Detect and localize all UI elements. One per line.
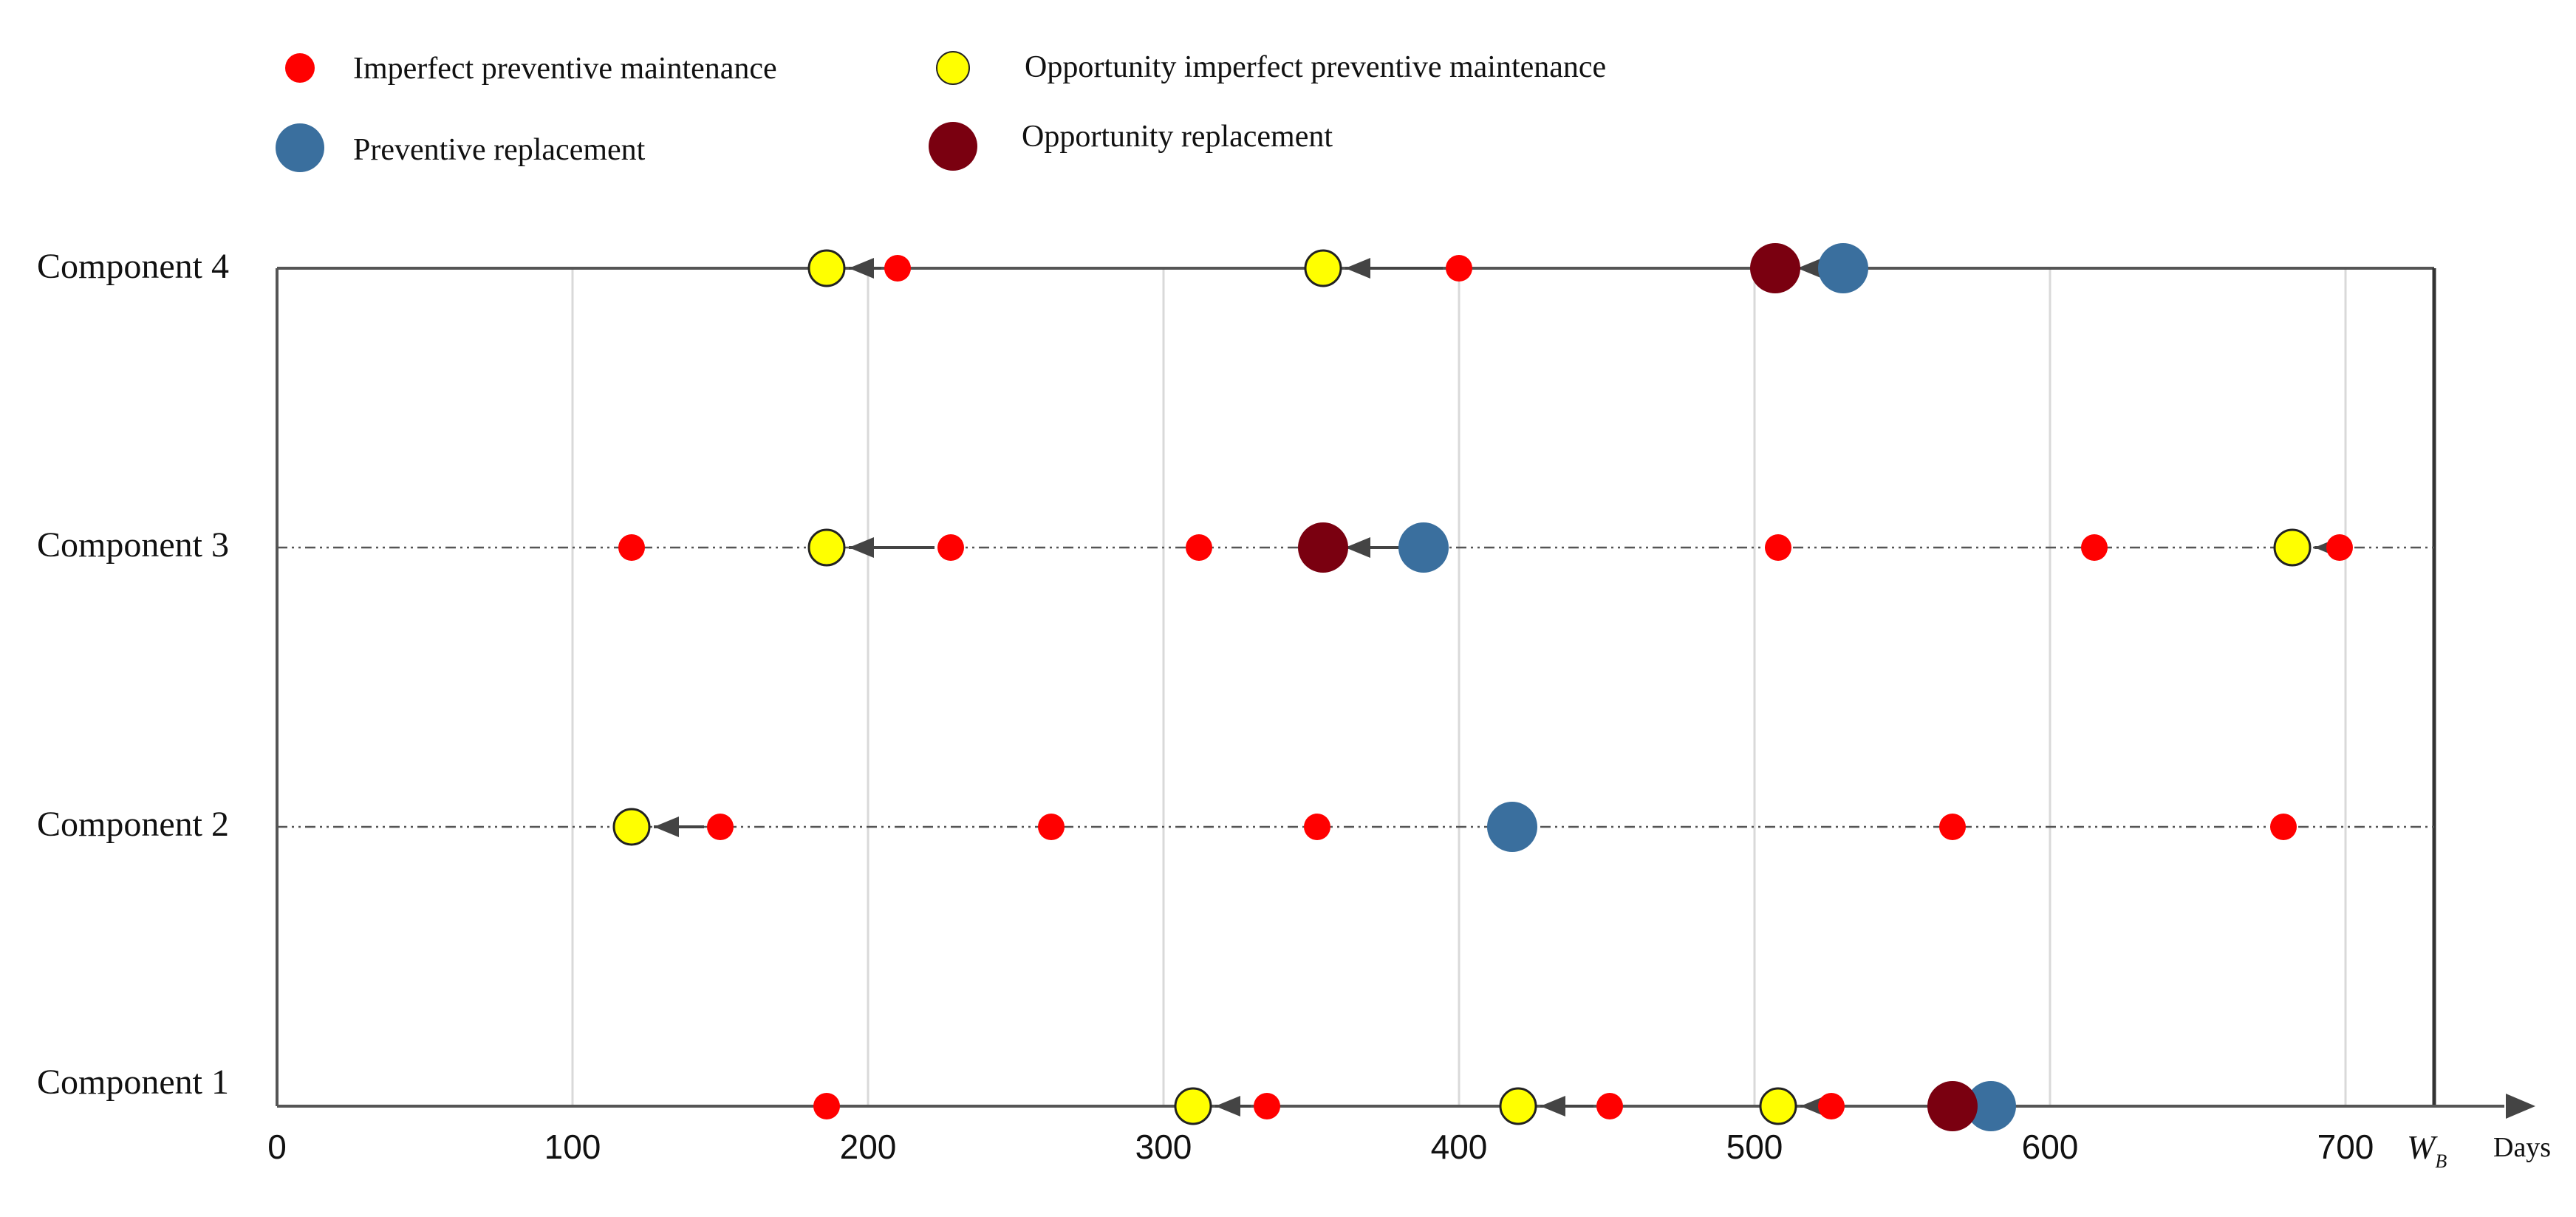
opportunity-imperfect-pm-point: [2273, 528, 2312, 567]
shift-arrowhead: [654, 817, 679, 837]
x-tick-label: 300: [1135, 1128, 1192, 1166]
x-tick-label: 0: [267, 1128, 287, 1166]
imperfect-pm-point: [937, 534, 964, 561]
opportunity-replacement-point: [1927, 1081, 1978, 1131]
imperfect-pm-point: [2326, 534, 2353, 561]
row-label: Component 2: [37, 805, 229, 844]
row-label: Component 1: [37, 1063, 229, 1102]
shift-arrowhead: [1215, 1096, 1240, 1117]
preventive-replacement-point: [1966, 1081, 2016, 1131]
legend-marker-pr: [276, 123, 324, 172]
legend-marker-or: [929, 122, 977, 171]
x-axis-unit-label: Days: [2493, 1132, 2551, 1163]
imperfect-pm-point: [813, 1093, 840, 1119]
opportunity-imperfect-pm-point: [612, 808, 651, 846]
opportunity-imperfect-pm-point: [1759, 1087, 1797, 1125]
imperfect-pm-point: [884, 255, 911, 282]
x-tick-label: 700: [2317, 1128, 2374, 1166]
opportunity-imperfect-pm-point: [807, 528, 846, 567]
imperfect-pm-point: [2270, 814, 2297, 840]
imperfect-pm-point: [1446, 255, 1472, 282]
x-axis-arrowhead: [2506, 1094, 2535, 1119]
imperfect-pm-point: [1038, 814, 1065, 840]
x-tick-label: 100: [544, 1128, 601, 1166]
imperfect-pm-point: [707, 814, 734, 840]
imperfect-pm-point: [1765, 534, 1791, 561]
imperfect-pm-point: [618, 534, 645, 561]
shift-arrowhead: [1797, 258, 1822, 279]
legend-label-oipm: Opportunity imperfect preventive mainten…: [1025, 50, 1606, 84]
legend-marker-ipm: [285, 53, 315, 83]
plot-grid: [571, 268, 2347, 1106]
opportunity-imperfect-pm-point: [807, 249, 846, 287]
opportunity-replacement-point: [1298, 522, 1348, 573]
shift-arrowhead: [849, 258, 874, 279]
imperfect-pm-point: [1818, 1093, 1845, 1119]
preventive-replacement-point: [1398, 522, 1449, 573]
legend: Imperfect preventive maintenance Opportu…: [276, 50, 1606, 172]
imperfect-pm-point: [1304, 814, 1330, 840]
opportunity-imperfect-pm-point: [1499, 1087, 1537, 1125]
x-tick-label: 600: [2022, 1128, 2079, 1166]
preventive-replacement-point: [1487, 802, 1537, 852]
imperfect-pm-point: [1186, 534, 1212, 561]
plot-rows: Component 1 Component 2 Component 3 Compone…: [37, 247, 2434, 1102]
shift-arrowhead: [1345, 537, 1370, 558]
plot-marks: [612, 243, 2353, 1131]
x-tick-label: 500: [1726, 1128, 1783, 1166]
opportunity-imperfect-pm-point: [1304, 249, 1342, 287]
opportunity-imperfect-pm-point: [1174, 1087, 1212, 1125]
x-tick-label: 400: [1431, 1128, 1488, 1166]
legend-label-ipm: Imperfect preventive maintenance: [353, 52, 777, 86]
preventive-replacement-point: [1818, 243, 1868, 293]
row-label: Component 3: [37, 525, 229, 565]
opportunity-replacement-point: [1750, 243, 1800, 293]
legend-label-pr: Preventive replacement: [353, 133, 646, 167]
plot-axes: 0 100 200 300 400 500 600 700 WB Days: [267, 267, 2551, 1172]
imperfect-pm-point: [1596, 1093, 1623, 1119]
imperfect-pm-point: [1939, 814, 1966, 840]
legend-marker-oipm: [936, 51, 970, 85]
legend-label-or: Opportunity replacement: [1022, 120, 1333, 154]
x-tick-label: 200: [840, 1128, 897, 1166]
warranty-end-label: WB: [2407, 1128, 2447, 1172]
imperfect-pm-point: [1254, 1093, 1280, 1119]
row-label: Component 4: [37, 247, 229, 286]
shift-arrowhead: [849, 537, 874, 558]
shift-arrowhead: [1540, 1096, 1565, 1117]
shift-arrowhead: [1345, 258, 1370, 279]
imperfect-pm-point: [2081, 534, 2108, 561]
